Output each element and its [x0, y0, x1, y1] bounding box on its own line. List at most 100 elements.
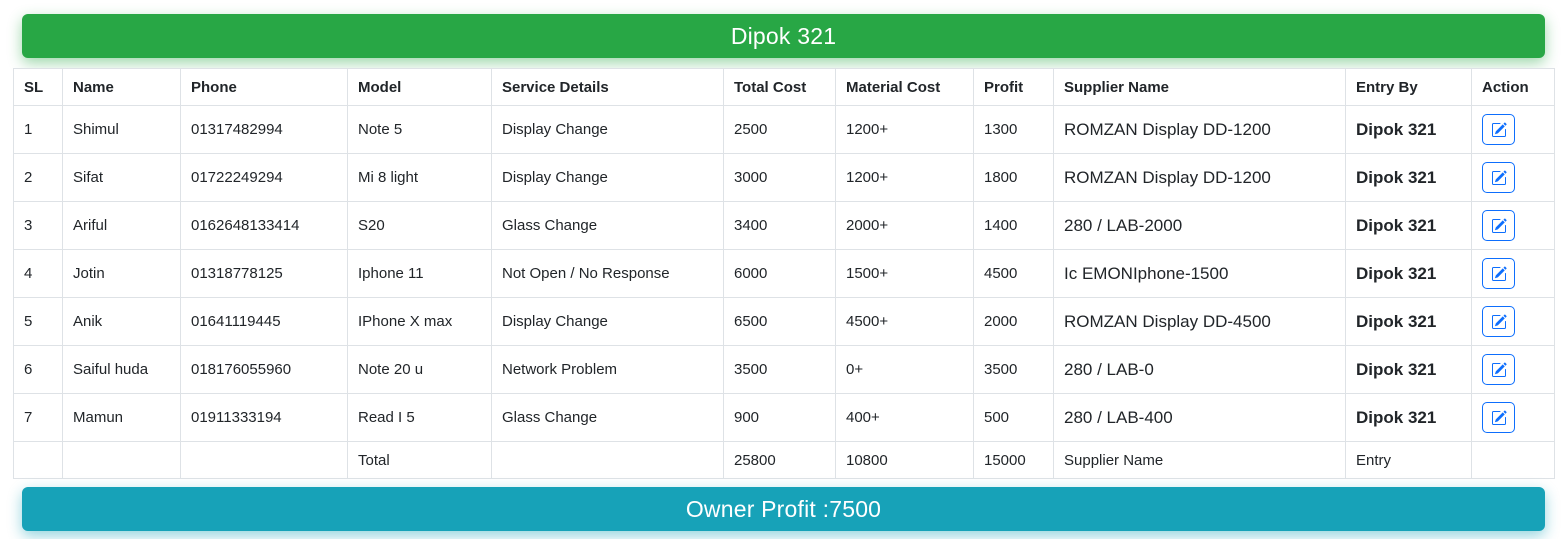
table-row: 7 Mamun 01911333194 Read I 5 Glass Change 900… — [13, 393, 1555, 442]
cell-supplier: 280 / LAB-0 — [1053, 345, 1346, 394]
table-row: 3 Ariful 0162648133414 S20 Glass Change 3400 2… — [13, 201, 1555, 250]
total-supplier-label: Supplier Name — [1053, 441, 1346, 479]
cell-supplier: 280 / LAB-2000 — [1053, 201, 1346, 250]
cell-profit: 1400 — [973, 201, 1054, 250]
cell-phone: 01641119445 — [180, 297, 348, 346]
cell-profit: 1300 — [973, 105, 1054, 154]
cell-entry-by: Dipok 321 — [1345, 201, 1472, 250]
cell-name: Jotin — [62, 249, 181, 298]
cell-name: Mamun — [62, 393, 181, 442]
cell-total-cost: 900 — [723, 393, 836, 442]
shop-title-banner: Dipok 321 — [22, 14, 1545, 58]
cell-profit: 500 — [973, 393, 1054, 442]
cell-name: Ariful — [62, 201, 181, 250]
material-cost-sum: 10800 — [835, 441, 974, 479]
column-header-name: Name — [62, 68, 181, 106]
cell-total-cost: 6500 — [723, 297, 836, 346]
cell-sl: 2 — [13, 153, 63, 202]
total-label: Total — [347, 441, 492, 479]
cell-entry-by: Dipok 321 — [1345, 297, 1472, 346]
cell-phone: 01318778125 — [180, 249, 348, 298]
cell-entry-by: Dipok 321 — [1345, 393, 1472, 442]
table-row: 6 Saiful huda 018176055960 Note 20 u Network… — [13, 345, 1555, 394]
cell-model: Mi 8 light — [347, 153, 492, 202]
cell-model: Iphone 11 — [347, 249, 492, 298]
cell-phone: 01722249294 — [180, 153, 348, 202]
profit-sum: 15000 — [973, 441, 1054, 479]
pencil-square-icon — [1491, 169, 1507, 186]
pencil-square-icon — [1491, 361, 1507, 378]
table-header-row: SL Name Phone Model Service Details Total Cos… — [13, 68, 1555, 106]
cell-name — [62, 441, 181, 479]
cell-material-cost: 1200+ — [835, 153, 974, 202]
cell-service — [491, 441, 724, 479]
cell-phone: 0162648133414 — [180, 201, 348, 250]
cell-sl: 4 — [13, 249, 63, 298]
cell-service: Network Problem — [491, 345, 724, 394]
cell-model: S20 — [347, 201, 492, 250]
cell-material-cost: 4500+ — [835, 297, 974, 346]
cell-action — [1471, 393, 1555, 442]
total-row: Total 25800 10800 15000 Supplier Name Entry — [13, 441, 1555, 479]
edit-button[interactable] — [1482, 402, 1515, 433]
cell-name: Shimul — [62, 105, 181, 154]
column-header-phone: Phone — [180, 68, 348, 106]
table-row: 5 Anik 01641119445 IPhone X max Display Chan… — [13, 297, 1555, 346]
owner-profit-banner: Owner Profit :7500 — [22, 487, 1545, 531]
column-header-model: Model — [347, 68, 492, 106]
cell-total-cost: 3400 — [723, 201, 836, 250]
cell-action — [1471, 441, 1555, 479]
service-records-table: SL Name Phone Model Service Details Total Cos… — [13, 68, 1555, 479]
cell-model: Read I 5 — [347, 393, 492, 442]
column-header-service-details: Service Details — [491, 68, 724, 106]
cell-sl — [13, 441, 63, 479]
cell-model: Note 20 u — [347, 345, 492, 394]
pencil-square-icon — [1491, 217, 1507, 234]
cell-service: Display Change — [491, 297, 724, 346]
cell-action — [1471, 105, 1555, 154]
edit-button[interactable] — [1482, 354, 1515, 385]
cell-profit: 3500 — [973, 345, 1054, 394]
cell-name: Sifat — [62, 153, 181, 202]
cell-action — [1471, 201, 1555, 250]
cell-sl: 6 — [13, 345, 63, 394]
cell-sl: 7 — [13, 393, 63, 442]
cell-service: Display Change — [491, 105, 724, 154]
edit-button[interactable] — [1482, 162, 1515, 193]
cell-service: Glass Change — [491, 393, 724, 442]
cell-supplier: ROMZAN Display DD-4500 — [1053, 297, 1346, 346]
pencil-square-icon — [1491, 313, 1507, 330]
table-row: 2 Sifat 01722249294 Mi 8 light Display Chang… — [13, 153, 1555, 202]
cell-phone: 018176055960 — [180, 345, 348, 394]
cell-service: Glass Change — [491, 201, 724, 250]
cell-entry-by: Dipok 321 — [1345, 105, 1472, 154]
cell-phone — [180, 441, 348, 479]
edit-button[interactable] — [1482, 210, 1515, 241]
cell-sl: 5 — [13, 297, 63, 346]
cell-phone: 01911333194 — [180, 393, 348, 442]
cell-total-cost: 3000 — [723, 153, 836, 202]
shop-title: Dipok 321 — [730, 22, 837, 49]
cell-entry-by: Dipok 321 — [1345, 345, 1472, 394]
cell-profit: 2000 — [973, 297, 1054, 346]
cell-phone: 01317482994 — [180, 105, 348, 154]
cell-material-cost: 400+ — [835, 393, 974, 442]
column-header-supplier-name: Supplier Name — [1053, 68, 1346, 106]
cell-profit: 4500 — [973, 249, 1054, 298]
total-entry-label: Entry — [1345, 441, 1472, 479]
edit-button[interactable] — [1482, 114, 1515, 145]
column-header-total-cost: Total Cost — [723, 68, 836, 106]
cell-total-cost: 3500 — [723, 345, 836, 394]
cell-total-cost: 2500 — [723, 105, 836, 154]
edit-button[interactable] — [1482, 306, 1515, 337]
pencil-square-icon — [1491, 121, 1507, 138]
cell-sl: 1 — [13, 105, 63, 154]
cell-material-cost: 2000+ — [835, 201, 974, 250]
cell-supplier: Ic EMONIphone-1500 — [1053, 249, 1346, 298]
cell-model: Note 5 — [347, 105, 492, 154]
cell-model: IPhone X max — [347, 297, 492, 346]
cell-action — [1471, 297, 1555, 346]
cell-material-cost: 1500+ — [835, 249, 974, 298]
edit-button[interactable] — [1482, 258, 1515, 289]
